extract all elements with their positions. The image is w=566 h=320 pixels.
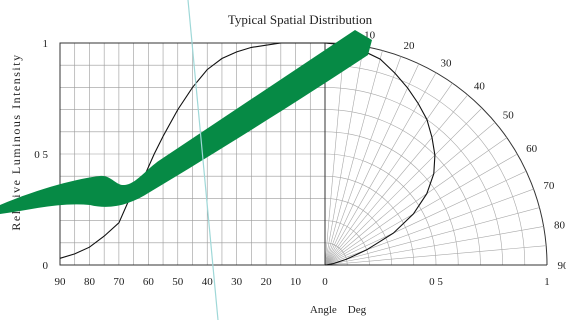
polar-angle-label: 80 xyxy=(554,219,566,231)
y-tick-label: 0 xyxy=(43,260,49,272)
polar-angle-label: 20 xyxy=(404,40,416,52)
chart-title: Typical Spatial Distribution xyxy=(228,12,373,27)
x-tick-label-angle: 50 xyxy=(172,276,184,288)
x-tick-label-angle: 60 xyxy=(143,276,155,288)
polar-angle-label: 50 xyxy=(503,110,515,122)
polar-angle-label: 70 xyxy=(543,180,555,192)
x-tick-label-angle: 40 xyxy=(202,276,214,288)
polar-angle-label: 30 xyxy=(441,57,453,69)
polar-angle-label: 40 xyxy=(474,81,486,93)
x-tick-label-angle: 10 xyxy=(290,276,302,288)
polar-angle-label: 60 xyxy=(526,143,538,155)
x-axis-label: Angle Deg xyxy=(310,304,367,316)
y-tick-label: 1 xyxy=(43,38,49,50)
y-tick-label: 0 5 xyxy=(34,149,48,161)
polar-spoke xyxy=(325,208,539,265)
x-tick-label-angle: 70 xyxy=(113,276,125,288)
x-tick-label-angle: 0 xyxy=(322,276,328,288)
polar-grid-layer xyxy=(325,43,547,265)
x-tick-label-angle: 90 xyxy=(55,276,67,288)
x-tick-label-angle: 80 xyxy=(84,276,96,288)
green-overlay-band xyxy=(0,30,372,214)
x-tick-label-angle: 30 xyxy=(231,276,243,288)
polar-spoke xyxy=(325,51,382,265)
polar-angle-label: 90 xyxy=(558,260,566,272)
polar-spoke xyxy=(325,246,546,265)
x-tick-label-intensity: 0 5 xyxy=(429,276,443,288)
x-tick-label-angle: 20 xyxy=(261,276,273,288)
x-tick-label-intensity: 1 xyxy=(544,276,550,288)
